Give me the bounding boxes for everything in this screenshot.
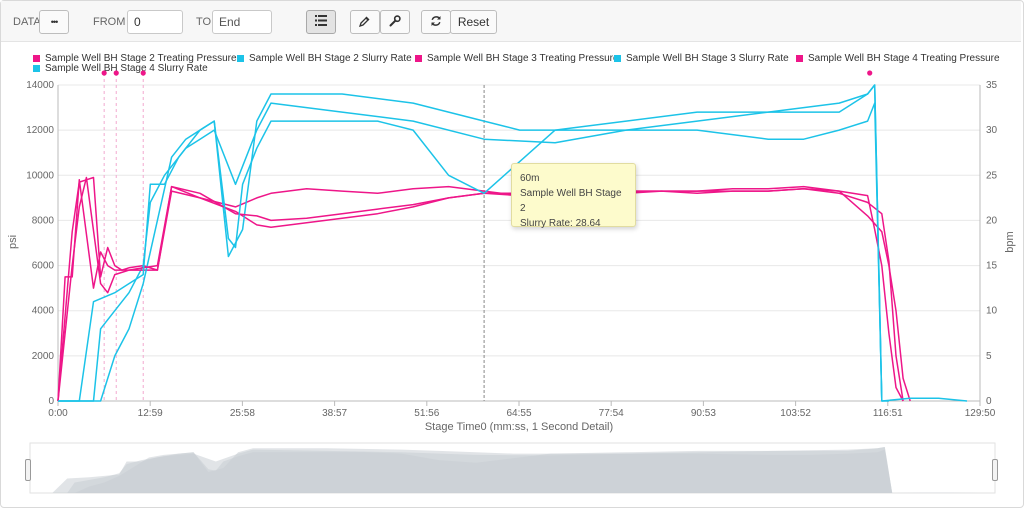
legend-swatch [237,55,244,62]
x-tick-label: 25:58 [230,408,255,419]
tooltip-value-row: Slurry Rate: 28.64 [520,216,627,231]
y-left-tick-label: 2000 [32,351,55,362]
list-icon [315,15,327,29]
y-right-tick-label: 25 [986,170,998,181]
x-tick-label: 51:56 [414,408,439,419]
x-tick-label: 129:50 [965,408,996,419]
y-right-tick-label: 15 [986,261,998,272]
legend-swatch [415,55,422,62]
tooltip-title: 60m [520,173,540,184]
y-left-tick-label: 4000 [32,306,55,317]
x-tick-label: 90:53 [691,408,716,419]
from-label: FROM [93,16,126,28]
to-input[interactable] [212,10,272,34]
series-line [58,84,968,402]
x-tick-label: 0:00 [48,408,68,419]
event-marker-dot[interactable] [867,70,873,76]
y-right-tick-label: 30 [986,125,998,136]
series-line [57,176,904,402]
legend-swatch [796,55,803,62]
navigator-left-handle[interactable] [25,459,31,481]
y-left-tick-label: 6000 [32,261,55,272]
x-axis-label: Stage Time0 (mm:ss, 1 Second Detail) [425,421,613,433]
legend-swatch [614,55,621,62]
chart-tooltip: 60m Sample Well BH Stage 2 Slurry Rate: … [511,163,636,229]
y-right-tick-label: 10 [986,306,998,317]
y-right-tick-label: 35 [986,80,998,91]
legend-label: Sample Well BH Stage 4 Slurry Rate [45,63,208,74]
event-marker-dot[interactable] [140,70,146,76]
y-axis-left-label: psi [7,235,19,249]
legend-item[interactable]: Sample Well BH Stage 4 Slurry Rate [33,63,208,74]
y-left-tick-label: 14000 [26,80,54,91]
y-right-tick-label: 20 [986,215,998,226]
series-line [58,84,889,402]
navigator-area [30,447,982,493]
series-line [57,179,904,402]
x-tick-label: 77:54 [599,408,624,419]
x-tick-label: 103:52 [780,408,811,419]
data-label: DATA [13,16,41,28]
x-tick-label: 116:51 [873,408,903,419]
legend-item[interactable]: Sample Well BH Stage 4 Treating Pressure [796,53,1000,64]
legend-label: Sample Well BH Stage 3 Treating Pressure [427,53,619,64]
wrench-icon [389,14,401,30]
tooltip-series: Sample Well BH Stage 2 [520,188,622,214]
event-marker-dot[interactable] [101,70,107,76]
from-input[interactable] [127,10,183,34]
to-label: TO [196,16,212,28]
refresh-icon [430,15,442,30]
legend-swatch [33,55,40,62]
x-tick-label: 38:57 [322,408,347,419]
list-view-button[interactable] [306,10,336,34]
event-marker-dot[interactable] [113,70,119,76]
y-left-tick-label: 0 [48,396,54,407]
reset-button[interactable]: Reset [450,10,497,34]
series-line [58,93,883,402]
legend-label: Sample Well BH Stage 4 Treating Pressure [808,53,1000,64]
legend-item[interactable]: Sample Well BH Stage 2 Slurry Rate [237,53,412,64]
y-left-tick-label: 12000 [26,125,54,136]
legend-swatch [33,65,40,72]
legend-label: Sample Well BH Stage 2 Treating Pressure [45,53,237,64]
legend-label: Sample Well BH Stage 3 Slurry Rate [626,53,789,64]
x-tick-label: 12:59 [138,408,163,419]
navigator-right-handle[interactable] [992,459,998,481]
wrench-button[interactable] [380,10,410,34]
toolbar: DATA ••• FROM TO Reset [1,1,1021,42]
legend-label: Sample Well BH Stage 2 Slurry Rate [249,53,412,64]
y-right-tick-label: 5 [986,351,992,362]
legend-item[interactable]: Sample Well BH Stage 3 Slurry Rate [614,53,789,64]
y-left-tick-label: 10000 [26,170,54,181]
tooltip-field: Slurry Rate: [520,218,573,229]
y-right-tick-label: 0 [986,396,992,407]
eyedropper-button[interactable] [350,10,380,34]
y-left-tick-label: 8000 [32,215,55,226]
tooltip-value: 28.64 [575,218,601,229]
data-menu-button[interactable]: ••• [39,10,69,34]
legend-item[interactable]: Sample Well BH Stage 3 Treating Pressure [415,53,619,64]
eyedropper-icon [358,15,371,30]
x-tick-label: 64:55 [506,408,531,419]
legend-item[interactable]: Sample Well BH Stage 2 Treating Pressure [33,53,237,64]
y-axis-right-label: bpm [1004,231,1016,252]
